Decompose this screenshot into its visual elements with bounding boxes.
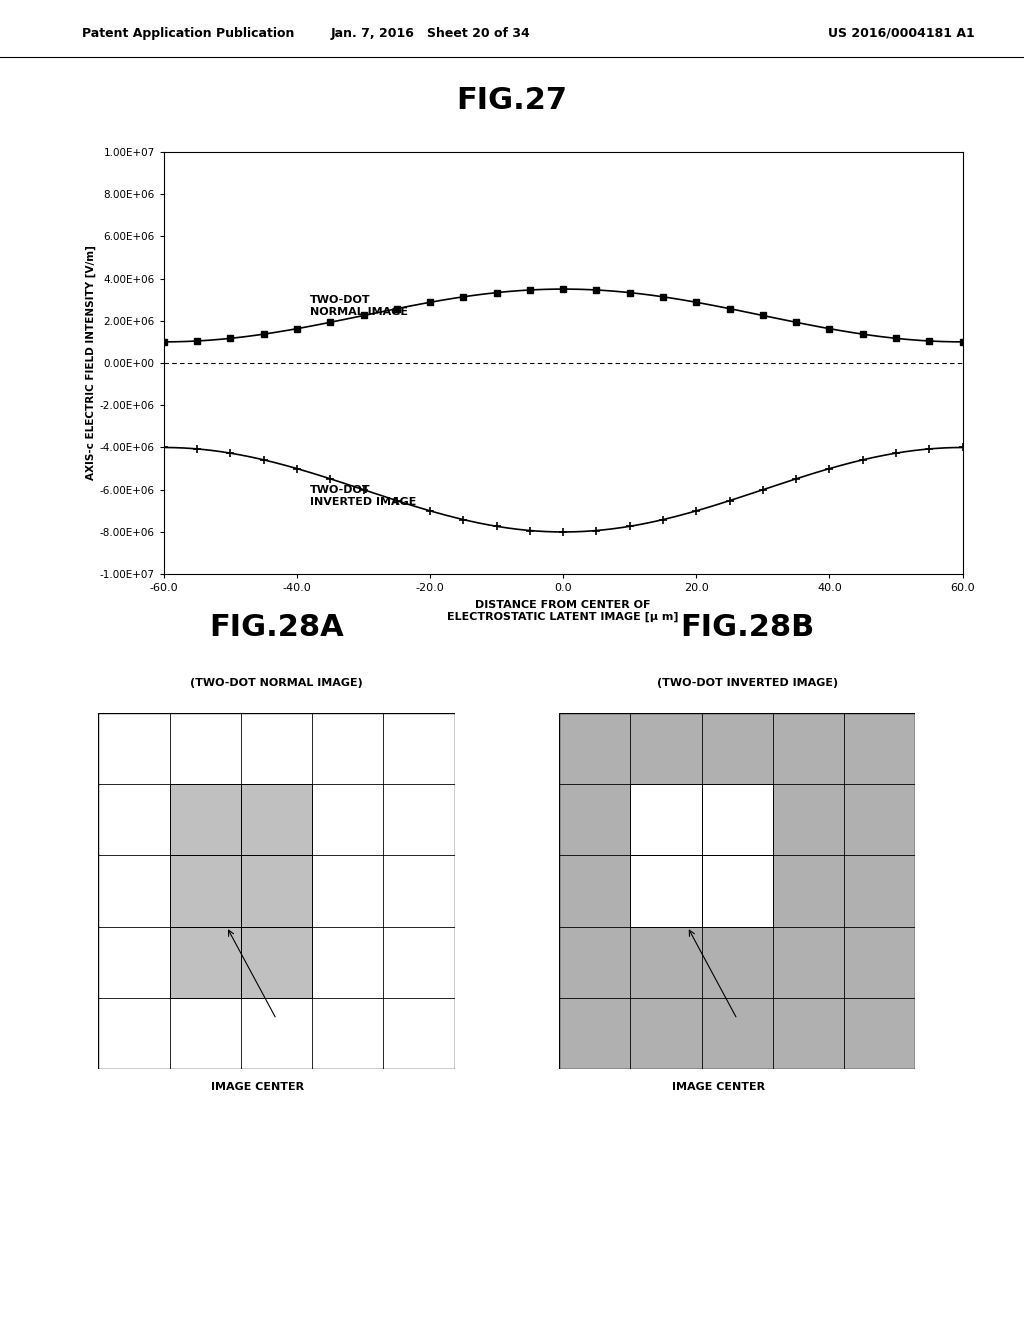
Bar bbox=[170, 855, 241, 927]
Bar bbox=[170, 784, 241, 855]
Text: Patent Application Publication: Patent Application Publication bbox=[82, 26, 294, 40]
Bar bbox=[701, 784, 773, 855]
Bar bbox=[631, 855, 701, 927]
Text: FIG.28B: FIG.28B bbox=[680, 612, 815, 642]
Bar bbox=[241, 927, 312, 998]
Text: IMAGE CENTER: IMAGE CENTER bbox=[212, 1082, 304, 1093]
Bar bbox=[170, 927, 241, 998]
Bar bbox=[241, 855, 312, 927]
Bar bbox=[631, 784, 701, 855]
Text: Jan. 7, 2016   Sheet 20 of 34: Jan. 7, 2016 Sheet 20 of 34 bbox=[330, 26, 530, 40]
Bar bbox=[701, 855, 773, 927]
Text: (TWO-DOT INVERTED IMAGE): (TWO-DOT INVERTED IMAGE) bbox=[657, 678, 838, 688]
Text: FIG.27: FIG.27 bbox=[457, 86, 567, 115]
Text: TWO-DOT
NORMAL IMAGE: TWO-DOT NORMAL IMAGE bbox=[310, 296, 409, 317]
Text: US 2016/0004181 A1: US 2016/0004181 A1 bbox=[827, 26, 975, 40]
X-axis label: DISTANCE FROM CENTER OF
ELECTROSTATIC LATENT IMAGE [μ m]: DISTANCE FROM CENTER OF ELECTROSTATIC LA… bbox=[447, 601, 679, 622]
Bar bbox=[241, 784, 312, 855]
Text: FIG.28A: FIG.28A bbox=[209, 612, 344, 642]
Text: (TWO-DOT NORMAL IMAGE): (TWO-DOT NORMAL IMAGE) bbox=[190, 678, 362, 688]
Y-axis label: AXIS-c ELECTRIC FIELD INTENSITY [V/m]: AXIS-c ELECTRIC FIELD INTENSITY [V/m] bbox=[85, 246, 95, 480]
Text: TWO-DOT
INVERTED IMAGE: TWO-DOT INVERTED IMAGE bbox=[310, 486, 417, 507]
Text: IMAGE CENTER: IMAGE CENTER bbox=[673, 1082, 765, 1093]
